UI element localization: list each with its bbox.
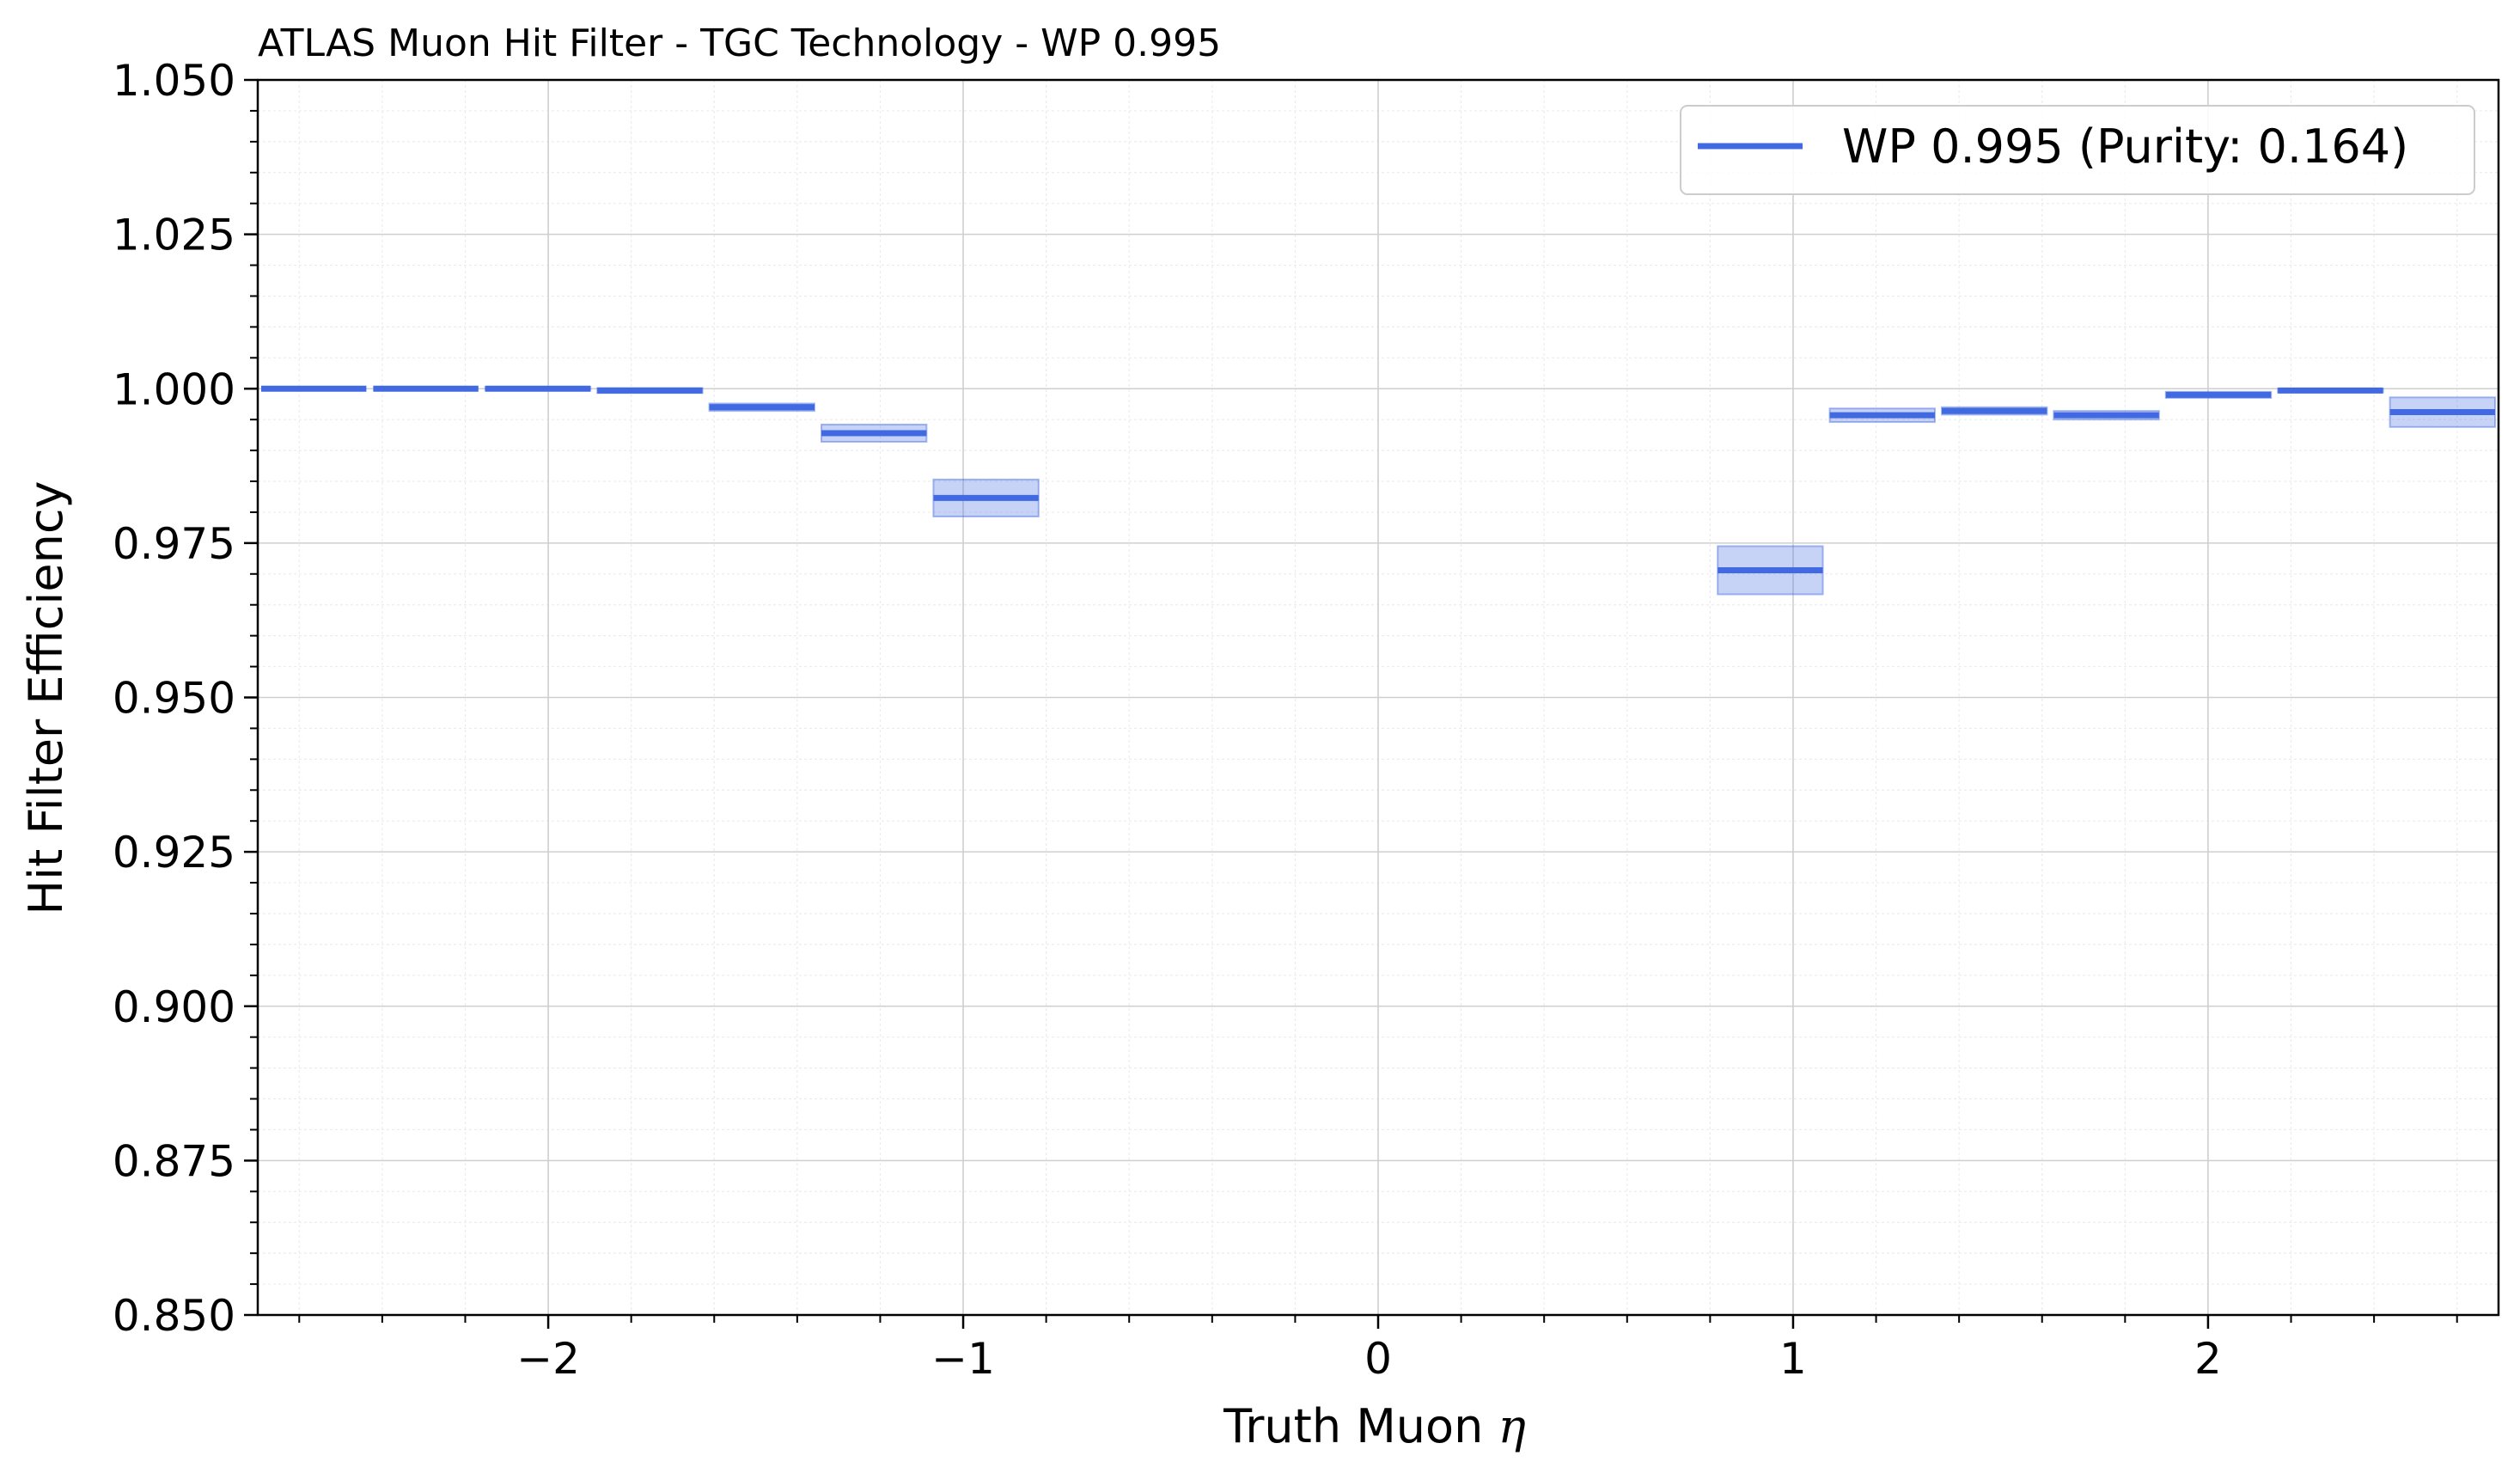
y-tick-label: 0.900 [113, 982, 235, 1032]
x-axis-ticks: −2 −1 0 1 2 [298, 1315, 2458, 1384]
y-tick-label: 1.050 [113, 56, 235, 106]
legend-label: WP 0.995 (Purity: 0.164) [1842, 119, 2408, 174]
x-axis-symbol: η [1498, 1399, 1525, 1453]
x-axis-label-text: Truth Muon [1223, 1399, 1483, 1453]
legend: WP 0.995 (Purity: 0.164) [1680, 105, 2475, 195]
x-axis-label: Truth Muon η [1223, 1399, 1526, 1453]
error-bands [484, 386, 2497, 596]
y-tick-label: 1.025 [113, 211, 235, 260]
x-tick-label: −1 [931, 1334, 995, 1384]
y-tick-label: 1.000 [113, 364, 235, 414]
y-axis-label: Hit Filter Efficiency [19, 481, 73, 915]
x-tick-label: 1 [1779, 1334, 1807, 1384]
y-tick-label: 0.875 [113, 1136, 235, 1186]
y-tick-label: 0.925 [113, 828, 235, 878]
y-tick-label: 0.975 [113, 519, 235, 569]
y-axis-ticks: 0.850 0.875 0.900 0.925 0.950 0.975 1.000 1.025… [113, 56, 258, 1341]
legend-box [1680, 105, 2475, 195]
x-tick-label: −2 [516, 1334, 580, 1384]
y-tick-label: 0.950 [113, 674, 235, 724]
x-tick-label: 2 [2194, 1334, 2222, 1384]
efficiency-lines [261, 385, 2495, 573]
y-tick-label: 0.850 [113, 1291, 235, 1341]
x-tick-label: 0 [1364, 1334, 1392, 1384]
chart-title: ATLAS Muon Hit Filter - TGC Technology -… [258, 21, 1221, 65]
